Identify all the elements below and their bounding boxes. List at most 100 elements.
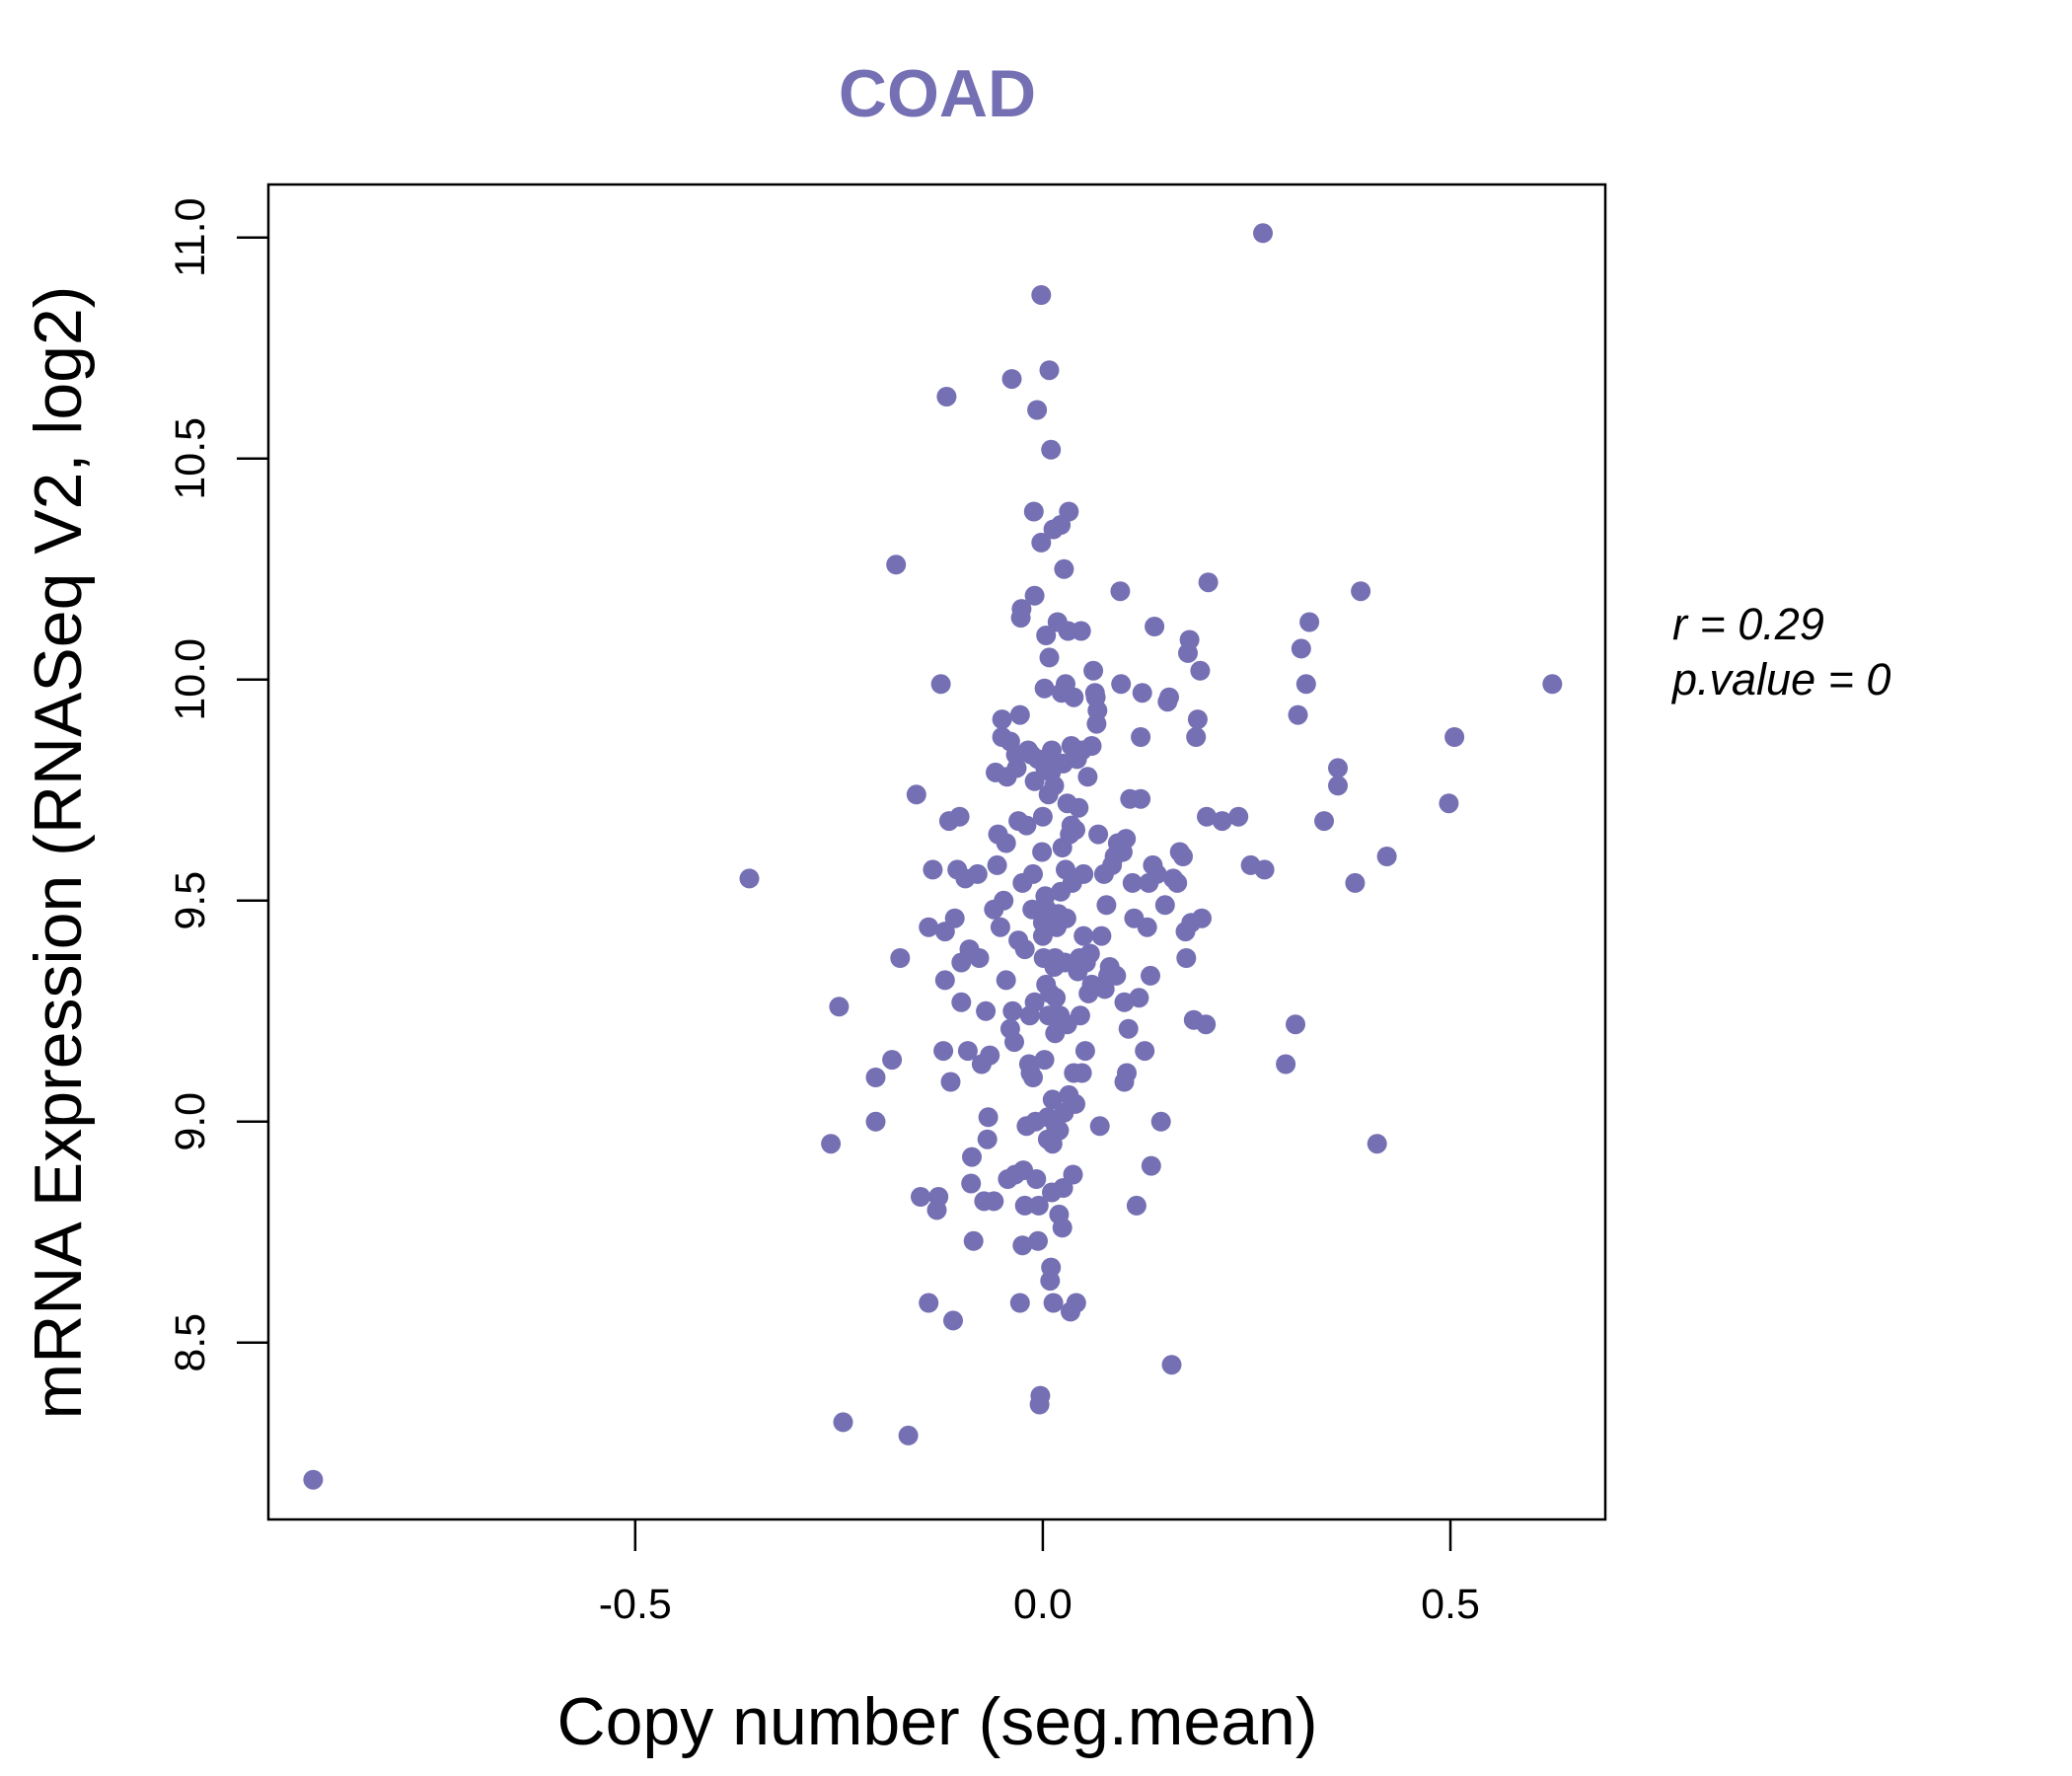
data-point xyxy=(1030,1385,1051,1406)
data-point xyxy=(1024,585,1045,606)
y-tick-label: 10.5 xyxy=(167,417,214,500)
data-point xyxy=(1041,439,1062,460)
x-tick-label: 0.0 xyxy=(1013,1581,1073,1628)
data-point xyxy=(943,1310,963,1331)
data-point xyxy=(1118,1018,1139,1039)
data-point xyxy=(1011,599,1032,620)
data-point xyxy=(821,1134,842,1154)
chart-title: COAD xyxy=(839,56,1036,131)
data-point xyxy=(1141,965,1160,986)
data-point xyxy=(1043,1293,1064,1313)
data-point xyxy=(990,917,1010,937)
data-point xyxy=(1052,1218,1073,1238)
data-point xyxy=(1345,872,1366,893)
data-point xyxy=(911,1187,930,1207)
data-point xyxy=(1073,925,1094,946)
data-point xyxy=(963,1230,984,1251)
data-point xyxy=(1328,758,1348,778)
data-point xyxy=(1023,501,1044,522)
data-point xyxy=(1066,820,1085,841)
data-point xyxy=(1027,400,1048,420)
data-point xyxy=(1176,948,1197,968)
data-point xyxy=(886,555,907,575)
y-tick-label: 9.5 xyxy=(167,871,214,930)
data-point xyxy=(994,890,1014,911)
data-point xyxy=(1032,806,1053,827)
data-point xyxy=(1031,285,1052,305)
data-point xyxy=(1028,1230,1048,1251)
data-point xyxy=(996,833,1016,853)
data-point xyxy=(1145,617,1165,636)
data-point xyxy=(1066,1093,1085,1114)
data-point xyxy=(1179,629,1200,650)
data-point xyxy=(1328,776,1348,796)
data-point xyxy=(1351,581,1371,602)
data-point xyxy=(1167,872,1188,893)
data-point xyxy=(919,917,939,937)
data-point xyxy=(1198,572,1219,593)
data-point xyxy=(882,1050,903,1071)
data-point xyxy=(1077,767,1098,787)
data-point xyxy=(1291,638,1311,659)
data-point xyxy=(1064,687,1084,707)
data-point xyxy=(961,1173,982,1194)
data-point xyxy=(1367,1134,1387,1154)
data-point xyxy=(1039,647,1060,668)
data-point xyxy=(1299,612,1320,632)
data-point xyxy=(1069,797,1089,818)
data-point xyxy=(1024,992,1045,1012)
data-point xyxy=(890,948,911,968)
data-point xyxy=(1072,1063,1092,1083)
data-point xyxy=(1089,1116,1110,1137)
data-point xyxy=(1034,1050,1055,1071)
y-tick-label: 11.0 xyxy=(167,198,214,278)
data-point xyxy=(1131,727,1151,747)
data-point xyxy=(1253,223,1273,244)
data-point xyxy=(1096,895,1117,916)
data-point xyxy=(1122,872,1143,893)
data-point xyxy=(1288,704,1308,725)
data-point xyxy=(1439,793,1459,814)
data-point xyxy=(865,1111,886,1132)
data-point xyxy=(984,1191,1004,1212)
data-point xyxy=(303,1469,324,1490)
data-point xyxy=(1023,863,1043,884)
data-point xyxy=(1173,847,1193,866)
data-point xyxy=(992,709,1012,730)
data-point xyxy=(1016,815,1037,836)
data-point xyxy=(1110,581,1131,602)
data-point xyxy=(1059,501,1079,522)
data-point xyxy=(1132,683,1152,703)
data-point xyxy=(940,1072,961,1092)
data-point xyxy=(1135,1041,1155,1062)
data-point xyxy=(962,1147,982,1167)
data-point xyxy=(1031,532,1052,553)
data-point xyxy=(1131,788,1151,809)
data-point xyxy=(739,868,760,889)
data-point xyxy=(1314,811,1334,832)
data-point xyxy=(1444,727,1465,747)
data-point xyxy=(967,863,988,884)
data-point xyxy=(1054,558,1074,579)
data-point xyxy=(1066,1293,1086,1313)
data-point xyxy=(1014,1195,1035,1216)
data-point xyxy=(1049,1120,1070,1141)
data-point xyxy=(1147,863,1167,884)
data-point xyxy=(1190,660,1211,681)
data-point xyxy=(1042,1089,1063,1110)
data-point xyxy=(906,784,926,805)
data-point xyxy=(1129,988,1149,1008)
data-point xyxy=(951,992,972,1012)
y-tick-label: 8.5 xyxy=(167,1313,214,1372)
y-axis-label: mRNA Expression (RNASeq V2, log2) xyxy=(21,286,96,1420)
data-point xyxy=(1192,908,1212,928)
data-point xyxy=(1063,1164,1083,1185)
data-point xyxy=(1046,988,1067,1008)
data-point xyxy=(930,674,951,695)
data-point xyxy=(1012,1235,1033,1256)
data-point xyxy=(1002,1000,1023,1021)
data-point xyxy=(919,1293,939,1313)
data-point xyxy=(949,806,970,827)
data-point xyxy=(1276,1054,1296,1074)
correlation-r: r = 0.29 xyxy=(1672,599,1824,649)
